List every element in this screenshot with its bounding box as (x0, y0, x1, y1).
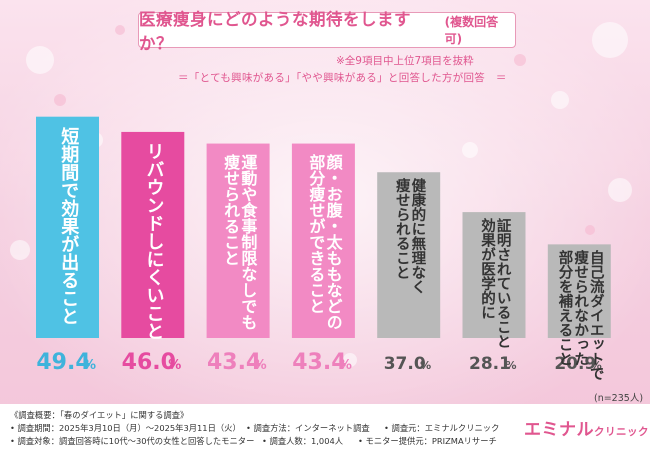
footer: 《調査概要：「春のダイエット」に関する調査》 • 調査期間：2025年3月10日… (0, 404, 650, 450)
value-unit-7: % (591, 359, 602, 372)
brand-sub: クリニック (594, 426, 649, 438)
value-label-7: 20.9 (554, 354, 596, 374)
value-label-3: 43.4 (207, 350, 261, 375)
category-label-5-1: 健康的に無理なく (409, 178, 426, 295)
bar-7 (547, 244, 611, 338)
category-label-4-1: 顔・お腹・太ももなどの (323, 153, 343, 330)
survey-target: • 調査対象：調査回答時に10代～30代の女性と回答したモニター (10, 436, 255, 446)
bar-6 (462, 212, 526, 338)
category-label-3-1: 運動や食事制限なしでも (238, 153, 258, 330)
value-unit-3: % (254, 358, 267, 373)
category-label-6-2: 効果が医学的に (478, 218, 495, 320)
sample-size: (n=235人) (594, 393, 644, 404)
category-label-2-1: リバウンドしにくいこと (143, 141, 165, 340)
survey-org: • 調査元：エミナルクリニック (384, 423, 500, 433)
note-respondents: ＝「とても興味がある」「やや興味がある」と回答した方が回答 ＝ (178, 72, 507, 84)
survey-provider: • モニター提供元：PRIZMAリサーチ (358, 436, 497, 446)
bar-2 (121, 131, 185, 338)
category-label-5-2: 痩せられること (393, 178, 410, 280)
brand-name: エミナル (524, 420, 594, 440)
survey-overview: 《調査概要：「春のダイエット」に関する調査》 (10, 410, 189, 420)
value-label-4: 43.4 (292, 350, 346, 375)
survey-period: • 調査期間：2025年3月10日（月）～2025年3月11日（火） (10, 423, 241, 433)
survey-method: • 調査方法：インターネット調査 (246, 423, 370, 433)
note-top: ※全9項目中上位7項目を抜粋 (336, 55, 474, 67)
brand-logo: エミナルクリニック (524, 415, 649, 440)
value-unit-1: % (83, 358, 96, 373)
value-unit-2: % (168, 358, 181, 373)
bar-5 (377, 172, 441, 338)
bar-3 (206, 143, 270, 338)
chart-title-suffix: (複数回答可) (444, 15, 499, 46)
value-label-2: 46.0 (122, 350, 176, 375)
category-label-7-1: 自己流ダイエットで (587, 250, 604, 381)
value-unit-6: % (505, 359, 516, 372)
category-label-4-2: 部分痩せができること (306, 153, 326, 314)
value-unit-5: % (420, 359, 431, 372)
bar-4 (291, 143, 355, 338)
value-unit-4: % (339, 358, 352, 373)
bar-1 (36, 116, 99, 338)
category-label-1-1: 短期間で効果が出ること (58, 126, 80, 325)
category-label-3-2: 痩せられること (221, 153, 241, 266)
value-label-5: 37.0 (384, 354, 426, 374)
category-label-7-2: 痩せられなかった (572, 250, 589, 367)
value-label-6: 28.1 (469, 354, 511, 374)
chart-title: 医療痩身にどのような期待をしますか？ (139, 10, 411, 53)
chart-title-box: 医療痩身にどのような期待をしますか？ (複数回答可) (138, 10, 516, 53)
survey-count: • 調査人数：1,004人 (262, 436, 344, 446)
category-label-6-1: 証明されていること (494, 218, 511, 349)
value-label-1: 49.4 (36, 350, 90, 375)
category-label-7-3: 部分を補えること (556, 250, 573, 367)
